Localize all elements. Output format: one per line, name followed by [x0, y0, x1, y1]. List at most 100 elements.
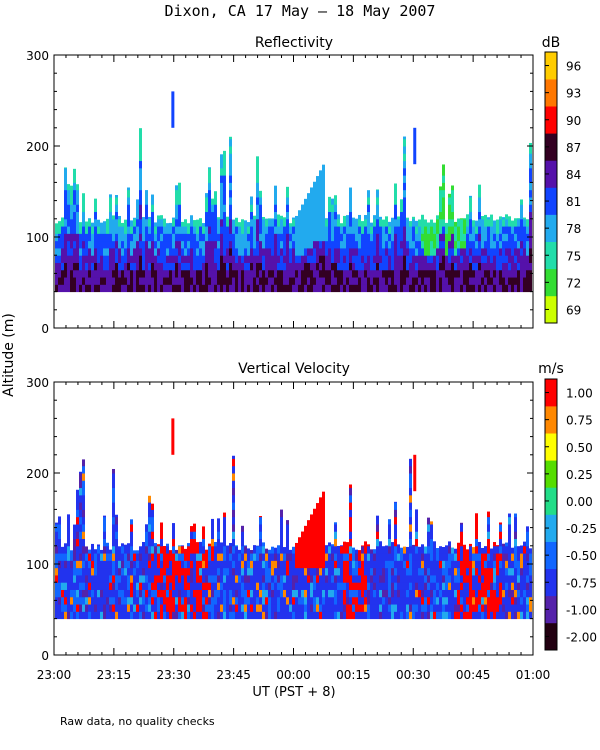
data-cell: [211, 211, 214, 220]
data-cell: [202, 247, 205, 256]
data-cell: [67, 240, 70, 249]
data-cell: [73, 269, 76, 278]
data-cell: [190, 589, 193, 598]
data-cell: [232, 240, 235, 249]
data-cell: [208, 589, 211, 598]
data-cell: [262, 604, 265, 612]
reflectivity-field: [55, 91, 532, 293]
data-cell: [241, 553, 244, 561]
data-cell: [439, 284, 442, 293]
data-cell: [118, 546, 121, 554]
data-cell: [76, 611, 79, 620]
data-cell: [472, 269, 475, 278]
data-cell: [382, 247, 385, 256]
data-cell: [319, 567, 322, 576]
data-cell: [490, 269, 493, 278]
data-cell: [82, 502, 85, 510]
data-cell: [490, 284, 493, 293]
data-cell: [124, 233, 127, 242]
data-cell: [151, 226, 154, 234]
data-cell: [211, 523, 214, 532]
data-cell: [427, 582, 430, 590]
data-cell: [448, 211, 451, 220]
data-cell: [79, 284, 82, 293]
data-cell: [502, 217, 505, 220]
data-cell: [205, 553, 208, 561]
data-cell: [166, 223, 169, 227]
data-cell: [334, 523, 337, 532]
data-cell: [262, 560, 265, 569]
data-cell: [415, 523, 418, 532]
data-cell: [463, 604, 466, 612]
data-cell: [313, 523, 316, 532]
data-cell: [76, 560, 79, 569]
data-cell: [58, 589, 61, 598]
data-cell: [448, 233, 451, 242]
data-cell: [502, 611, 505, 620]
data-cell: [175, 247, 178, 256]
data-cell: [427, 574, 430, 583]
data-cell: [352, 247, 355, 256]
data-cell: [487, 553, 490, 561]
data-cell: [289, 226, 292, 234]
data-cell: [481, 269, 484, 278]
data-cell: [484, 604, 487, 612]
data-cell: [259, 218, 262, 227]
data-cell: [430, 219, 433, 227]
data-cell: [97, 226, 100, 234]
data-cell: [145, 567, 148, 576]
data-cell: [451, 269, 454, 278]
data-cell: [115, 514, 118, 518]
data-cell: [226, 269, 229, 278]
data-cell: [385, 284, 388, 293]
data-cell: [169, 240, 172, 249]
data-cell: [232, 538, 235, 547]
data-cell: [82, 459, 85, 467]
data-cell: [277, 560, 280, 569]
data-cell: [109, 567, 112, 576]
data-cell: [154, 553, 157, 561]
data-cell: [85, 233, 88, 242]
data-cell: [298, 560, 301, 569]
data-cell: [97, 553, 100, 561]
data-cell: [325, 218, 328, 227]
data-cell: [193, 226, 196, 234]
data-cell: [427, 517, 430, 525]
data-cell: [295, 226, 298, 234]
data-cell: [511, 553, 514, 561]
data-cell: [139, 196, 142, 205]
data-cell: [478, 589, 481, 598]
data-cell: [187, 589, 190, 598]
data-cell: [109, 560, 112, 569]
data-cell: [97, 545, 100, 554]
data-cell: [241, 567, 244, 576]
data-cell: [475, 516, 478, 525]
data-cell: [85, 226, 88, 234]
data-cell: [109, 204, 112, 213]
data-cell: [451, 204, 454, 213]
data-cell: [148, 531, 151, 540]
data-cell: [88, 284, 91, 293]
data-cell: [100, 596, 103, 605]
data-cell: [142, 560, 145, 569]
data-cell: [406, 240, 409, 249]
data-cell: [103, 596, 106, 605]
data-cell: [388, 269, 391, 278]
data-cell: [421, 574, 424, 583]
data-cell: [154, 284, 157, 293]
data-cell: [427, 553, 430, 561]
data-cell: [400, 269, 403, 278]
data-cell: [316, 509, 319, 518]
data-cell: [133, 217, 136, 220]
data-cell: [292, 553, 295, 561]
data-cell: [388, 247, 391, 256]
data-cell: [310, 233, 313, 242]
data-cell: [406, 226, 409, 234]
data-cell: [349, 233, 352, 242]
data-cell: [169, 226, 172, 234]
data-cell: [190, 574, 193, 583]
data-cell: [382, 226, 385, 234]
data-cell: [295, 277, 298, 285]
data-cell: [364, 269, 367, 278]
data-cell: [457, 574, 460, 583]
